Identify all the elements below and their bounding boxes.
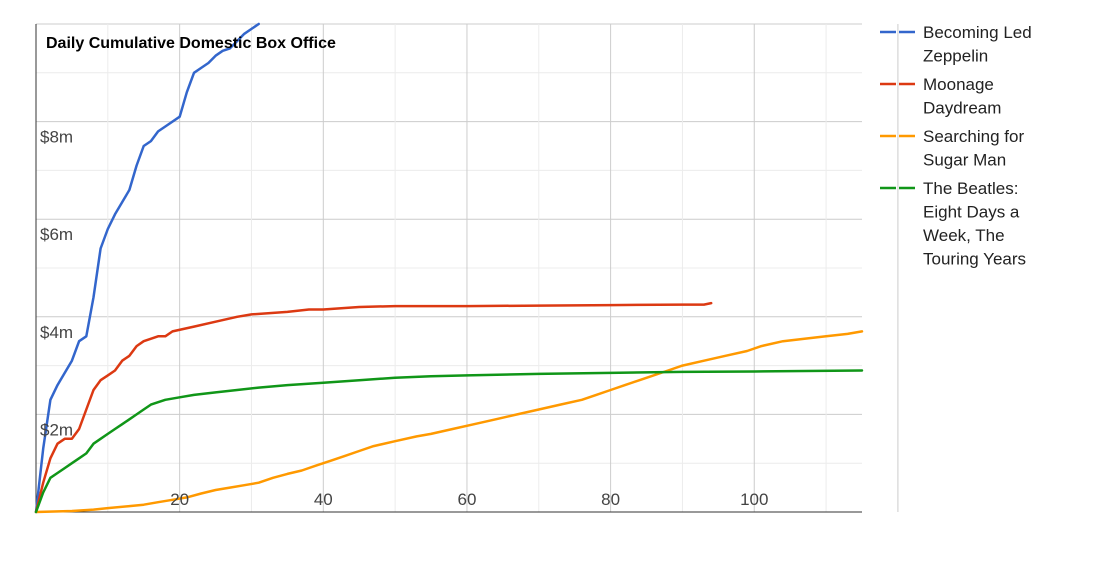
series-line-3 <box>34 330 864 514</box>
y-tick-label: $8m <box>40 128 73 147</box>
series-line-4 <box>34 369 864 514</box>
x-tick-label: 20 <box>170 490 189 509</box>
y-tick-label: $6m <box>40 225 73 244</box>
legend-label-3: Searching for Sugar Man <box>923 127 1024 170</box>
chart-tick-labels: $2m $4m $6m $8m 20 40 60 80 100 <box>40 128 768 509</box>
chart-legend: Becoming Led Zeppelin Moonage Daydream Searc… <box>880 23 1032 269</box>
chart-grid <box>36 23 899 512</box>
y-tick-label: $4m <box>40 323 73 342</box>
chart-series <box>34 22 864 514</box>
series-line-1 <box>34 22 260 514</box>
legend-label-2: Moonage Daydream <box>923 75 1001 118</box>
y-tick-label: $2m <box>40 420 73 439</box>
series-line-2 <box>34 301 713 514</box>
x-tick-label: 40 <box>314 490 333 509</box>
x-tick-label: 100 <box>740 490 768 509</box>
legend-label-4: The Beatles: Eight Days a Week, The Touring… <box>923 179 1026 269</box>
x-tick-label: 80 <box>601 490 620 509</box>
legend-label-1: Becoming Led Zeppelin <box>923 23 1032 66</box>
chart-axes <box>35 24 862 513</box>
chart-title: Daily Cumulative Domestic Box Office <box>46 35 336 52</box>
x-tick-label: 60 <box>457 490 476 509</box>
